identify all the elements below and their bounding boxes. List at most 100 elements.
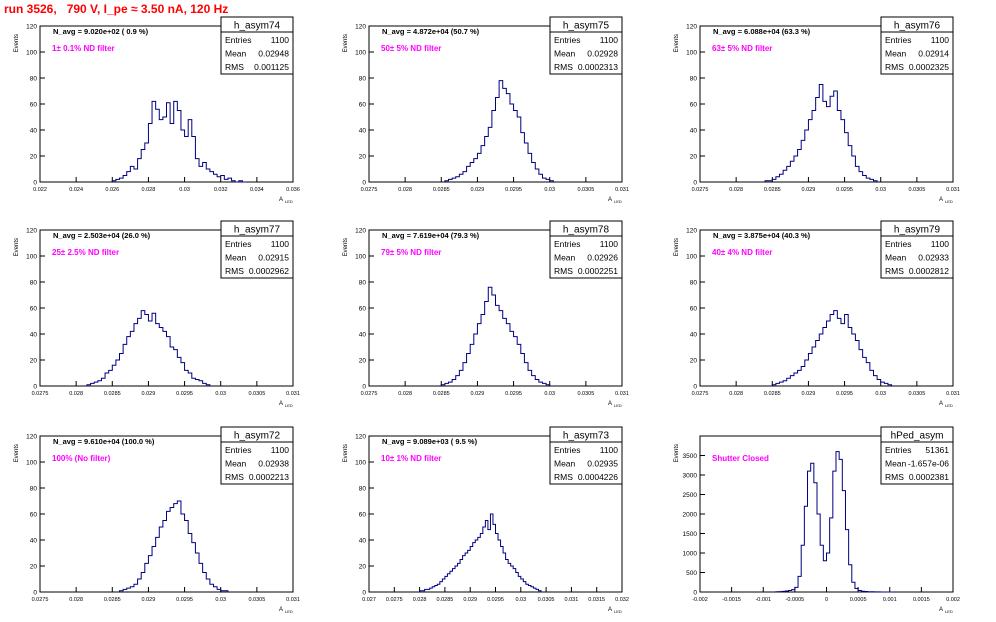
stat-value: 1100 bbox=[600, 239, 619, 249]
y-tick-label: 40 bbox=[359, 538, 367, 545]
x-axis-title: A bbox=[279, 197, 283, 203]
x-tick-label: 0.03 bbox=[875, 187, 886, 193]
stat-label: Entries bbox=[225, 35, 251, 45]
stat-label: Mean bbox=[225, 253, 247, 263]
stat-label: Mean bbox=[554, 253, 576, 263]
stat-value: 0.0002325 bbox=[909, 62, 949, 72]
stat-label: RMS bbox=[885, 62, 904, 72]
y-tick-label: 0 bbox=[693, 384, 697, 391]
y-tick-label: 120 bbox=[26, 24, 37, 31]
x-tick-label: 0.001 bbox=[883, 597, 897, 603]
y-tick-label: 40 bbox=[30, 128, 38, 135]
x-tick-label: 0.0275 bbox=[386, 597, 403, 603]
stat-label: Mean bbox=[554, 49, 576, 59]
y-tick-label: 120 bbox=[355, 24, 366, 31]
x-axis-title-sub: LED bbox=[285, 199, 293, 204]
stat-value: 1100 bbox=[271, 35, 290, 45]
stat-label: Entries bbox=[885, 445, 911, 455]
stat-value: 1100 bbox=[271, 445, 290, 455]
histogram-series bbox=[775, 451, 893, 593]
navg-label: N_avg = 4.872e+04 (50.7 %) bbox=[382, 27, 480, 36]
x-tick-label: 0.0295 bbox=[836, 187, 853, 193]
x-tick-label: 0.027 bbox=[362, 597, 376, 603]
stat-label: Entries bbox=[225, 239, 251, 249]
stat-value: -1.657e-06 bbox=[908, 459, 949, 469]
x-tick-label: 0.0275 bbox=[361, 391, 378, 397]
stat-label: Mean bbox=[885, 459, 907, 469]
x-tick-label: 0.0305 bbox=[577, 187, 594, 193]
y-tick-label: 20 bbox=[359, 564, 367, 571]
histogram-series bbox=[440, 286, 551, 386]
x-tick-label: 0.028 bbox=[69, 597, 83, 603]
y-tick-label: 0 bbox=[693, 180, 697, 187]
x-tick-label: 0.0295 bbox=[836, 391, 853, 397]
x-tick-label: 0.024 bbox=[69, 187, 83, 193]
y-axis-title: Events bbox=[343, 238, 349, 256]
histogram-name: h_asym78 bbox=[563, 225, 610, 236]
y-tick-label: 20 bbox=[359, 358, 367, 365]
stat-label: Entries bbox=[885, 239, 911, 249]
x-tick-label: -0.0005 bbox=[786, 597, 805, 603]
y-tick-label: 60 bbox=[30, 512, 38, 519]
y-tick-label: 80 bbox=[30, 486, 38, 493]
stat-value: 1100 bbox=[600, 35, 619, 45]
histogram-series bbox=[771, 310, 893, 386]
y-tick-label: 20 bbox=[30, 154, 38, 161]
x-tick-label: 0.0275 bbox=[32, 391, 49, 397]
stats-box bbox=[220, 220, 294, 279]
stats-box bbox=[880, 16, 954, 75]
stat-label: RMS bbox=[225, 266, 244, 276]
x-axis-title: A bbox=[939, 607, 943, 613]
filter-label: 25± 2.5% ND filter bbox=[52, 248, 119, 257]
x-tick-label: 0.028 bbox=[729, 391, 743, 397]
y-tick-label: 80 bbox=[359, 280, 367, 287]
stat-label: RMS bbox=[885, 472, 904, 482]
y-tick-label: 120 bbox=[26, 434, 37, 441]
x-tick-label: 0.0305 bbox=[577, 391, 594, 397]
x-axis-title-sub: LED bbox=[945, 199, 953, 204]
x-tick-label: 0.028 bbox=[69, 391, 83, 397]
stat-value: 0.0002313 bbox=[578, 62, 618, 72]
histogram-series bbox=[119, 500, 229, 592]
stat-label: RMS bbox=[554, 266, 573, 276]
navg-label: N_avg = 7.619e+04 (79.3 %) bbox=[382, 231, 480, 240]
histogram-name: h_asym74 bbox=[234, 21, 281, 32]
x-tick-label: 0.0305 bbox=[908, 187, 925, 193]
stat-label: Mean bbox=[225, 459, 247, 469]
stats-box bbox=[549, 16, 623, 75]
x-tick-label: 0.0285 bbox=[764, 187, 781, 193]
stats-box bbox=[880, 426, 954, 485]
navg-label: N_avg = 9.020e+02 ( 0.9 %) bbox=[53, 27, 149, 36]
x-tick-label: 0.026 bbox=[105, 187, 119, 193]
y-tick-label: 120 bbox=[686, 228, 697, 235]
y-tick-label: 40 bbox=[30, 538, 38, 545]
panel-h_asym78: 0 20 40 60 80 100 120 0.0275 0.028 0.0285 0.029 0.0… bbox=[343, 220, 629, 408]
x-tick-label: 0.029 bbox=[471, 187, 485, 193]
y-tick-label: 1500 bbox=[683, 531, 698, 538]
histogram-series bbox=[419, 513, 542, 592]
stat-value: 0.02938 bbox=[258, 459, 289, 469]
y-tick-label: 0 bbox=[362, 180, 366, 187]
x-tick-label: 0.03 bbox=[215, 597, 226, 603]
x-axis-title: A bbox=[279, 607, 283, 613]
stat-label: Entries bbox=[225, 445, 251, 455]
y-tick-label: 100 bbox=[26, 460, 37, 467]
x-tick-label: 0.03 bbox=[875, 391, 886, 397]
y-tick-label: 3500 bbox=[683, 453, 698, 460]
y-tick-label: 60 bbox=[690, 306, 698, 313]
x-tick-label: 0.0315 bbox=[588, 597, 605, 603]
stat-value: 0.02928 bbox=[587, 49, 618, 59]
x-tick-label: 0.0295 bbox=[487, 597, 504, 603]
stat-label: Mean bbox=[885, 49, 907, 59]
x-axis-title: A bbox=[608, 607, 612, 613]
histogram-name: h_asym73 bbox=[563, 431, 610, 442]
x-tick-label: 0.031 bbox=[286, 597, 300, 603]
x-tick-label: 0.029 bbox=[802, 391, 816, 397]
stats-box bbox=[549, 220, 623, 279]
x-tick-label: 0.03 bbox=[515, 597, 526, 603]
y-tick-label: 40 bbox=[359, 128, 367, 135]
x-tick-label: 0.0305 bbox=[248, 597, 265, 603]
stat-value: 0.02926 bbox=[587, 253, 618, 263]
x-axis-title-sub: LED bbox=[614, 609, 622, 614]
x-tick-label: 0.0295 bbox=[176, 597, 193, 603]
